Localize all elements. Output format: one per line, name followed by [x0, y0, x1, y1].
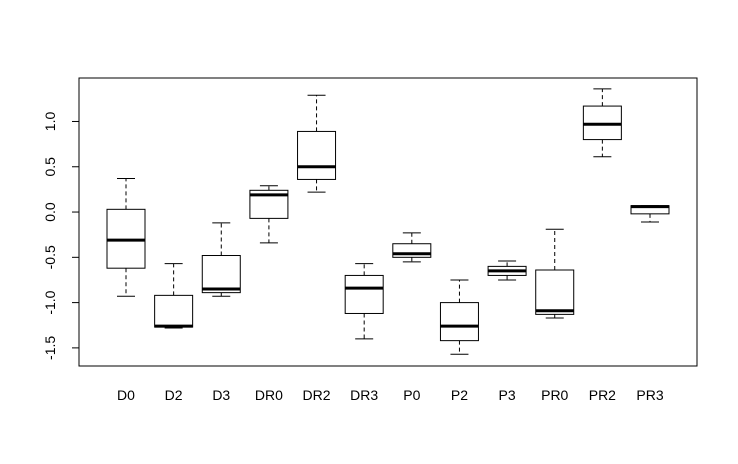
x-tick-label: PR0 — [541, 387, 568, 403]
box-group-dr3 — [344, 263, 384, 340]
x-tick-label: PR3 — [636, 387, 663, 403]
box-group-dr0 — [249, 185, 289, 244]
y-tick-label: 0.0 — [42, 202, 58, 222]
x-tick-label: P2 — [451, 387, 468, 403]
x-tick-label: D0 — [117, 387, 135, 403]
x-tick-label: DR2 — [303, 387, 331, 403]
y-tick-label: -1.5 — [42, 336, 58, 360]
y-tick-label: -1.0 — [42, 290, 58, 314]
box-group-p2 — [439, 279, 479, 355]
boxes-layer — [106, 88, 670, 355]
box-iqr — [344, 274, 384, 314]
x-tick-label: D2 — [165, 387, 183, 403]
box-group-d3 — [201, 222, 241, 297]
y-tick-label: -0.5 — [42, 245, 58, 269]
x-axis-labels: D0 D2 D3 DR0 DR2 DR3 P0 P2 P3 PR0 PR2 PR3 — [117, 387, 664, 403]
x-tick-label: P3 — [499, 387, 516, 403]
box-group-p3 — [487, 260, 527, 281]
box-iqr — [297, 130, 337, 180]
box-iqr — [535, 269, 575, 315]
y-axis: -1.5 -1.0 -0.5 0.0 0.5 1.0 — [42, 112, 80, 360]
y-tick-label: 1.0 — [42, 112, 58, 132]
x-tick-label: PR2 — [589, 387, 616, 403]
x-tick-label: D3 — [212, 387, 230, 403]
box-iqr — [392, 243, 432, 258]
box-group-pr3 — [630, 205, 670, 223]
box-group-pr2 — [582, 88, 622, 158]
box-group-pr0 — [535, 228, 575, 319]
x-tick-label: P0 — [403, 387, 420, 403]
box-iqr — [439, 302, 479, 342]
box-group-d0 — [106, 178, 146, 297]
x-tick-label: DR0 — [255, 387, 283, 403]
box-group-dr2 — [297, 94, 337, 193]
box-iqr — [201, 255, 241, 294]
y-tick-label: 0.5 — [42, 157, 58, 177]
x-tick-label: DR3 — [350, 387, 378, 403]
box-group-d2 — [154, 263, 194, 329]
box-group-p0 — [392, 232, 432, 263]
box-iqr — [154, 294, 194, 328]
